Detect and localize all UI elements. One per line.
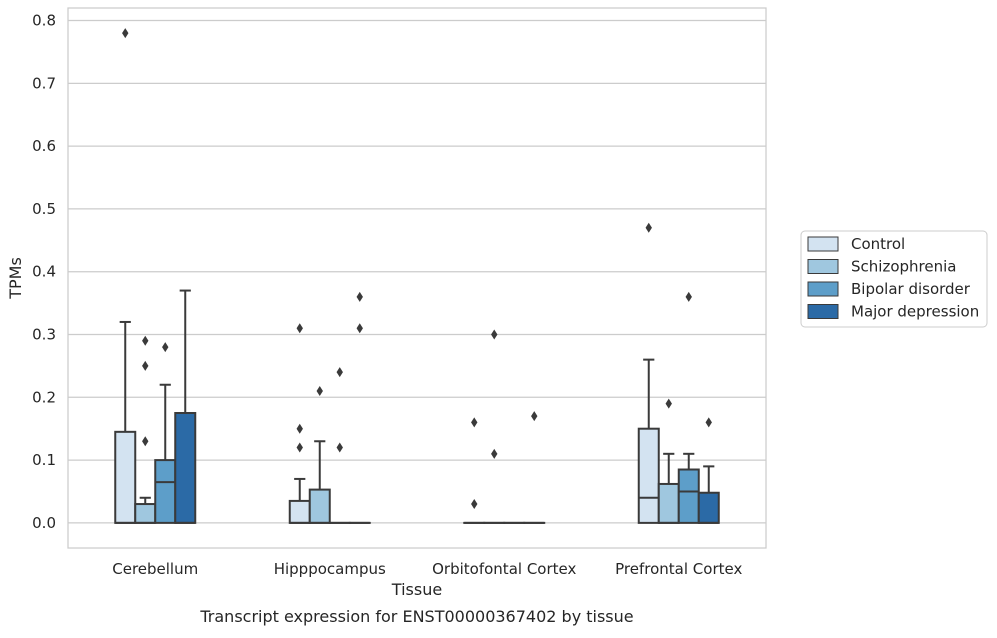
box (310, 490, 330, 523)
legend: Control Schizophrenia Bipolar disorder Majo… (801, 231, 987, 327)
outlier-point (142, 336, 148, 346)
outlier-point (337, 443, 343, 453)
y-tick-label: 0.6 (32, 137, 56, 155)
box (659, 484, 679, 523)
box (699, 493, 719, 523)
y-axis-label: TPMs (6, 257, 25, 300)
outlier-point (297, 424, 303, 434)
legend-label: Major depression (851, 303, 979, 321)
box (115, 432, 135, 523)
outlier-point (142, 436, 148, 446)
outlier-point (142, 361, 148, 371)
outlier-point (317, 386, 323, 396)
outlier-point (471, 499, 477, 509)
y-tick-label: 0.0 (32, 514, 56, 532)
legend-label: Bipolar disorder (851, 280, 971, 298)
outlier-point (491, 330, 497, 340)
legend-label: Schizophrenia (851, 258, 956, 276)
x-tick-label: Hipppocampus (274, 560, 386, 578)
outliers (122, 28, 712, 509)
y-tick-label: 0.3 (32, 326, 56, 344)
outlier-point (531, 411, 537, 421)
x-axis-ticks: Cerebellum Hipppocampus Orbitofontal Corte… (112, 560, 742, 578)
y-tick-label: 0.7 (32, 74, 56, 92)
outlier-point (686, 292, 692, 302)
box (135, 504, 155, 523)
x-tick-label: Prefrontal Cortex (615, 560, 742, 578)
outlier-point (297, 443, 303, 453)
y-tick-label: 0.1 (32, 451, 56, 469)
y-axis-ticks: 0.0 0.1 0.2 0.3 0.4 0.5 0.6 0.7 0.8 (32, 12, 56, 532)
y-tick-label: 0.2 (32, 388, 56, 406)
legend-swatch (808, 282, 838, 296)
outlier-point (357, 292, 363, 302)
box (679, 470, 699, 523)
legend-swatch (808, 237, 838, 251)
legend-swatch (808, 305, 838, 319)
box (290, 501, 310, 523)
outlier-point (491, 449, 497, 459)
outlier-point (337, 367, 343, 377)
outlier-point (706, 417, 712, 427)
chart-caption: Transcript expression for ENST0000036740… (199, 607, 633, 626)
outlier-point (666, 399, 672, 409)
gridlines (68, 21, 766, 523)
outlier-point (122, 28, 128, 38)
x-tick-label: Cerebellum (112, 560, 198, 578)
y-tick-label: 0.4 (32, 263, 56, 281)
x-tick-label: Orbitofontal Cortex (432, 560, 576, 578)
box (155, 460, 175, 523)
outlier-point (646, 223, 652, 233)
outlier-point (297, 323, 303, 333)
legend-swatch (808, 260, 838, 274)
outlier-point (162, 342, 168, 352)
y-tick-label: 0.5 (32, 200, 56, 218)
y-tick-label: 0.8 (32, 12, 56, 30)
outlier-point (357, 323, 363, 333)
box (639, 429, 659, 523)
outlier-point (471, 417, 477, 427)
boxes (115, 291, 719, 523)
x-axis-label: Tissue (391, 580, 442, 599)
legend-label: Control (851, 235, 905, 253)
box (175, 413, 195, 523)
